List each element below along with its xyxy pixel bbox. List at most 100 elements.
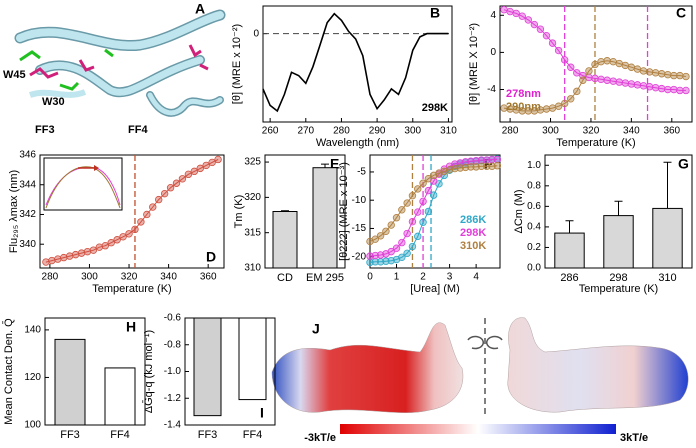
- x-tick-label: 290: [369, 126, 386, 137]
- data-point: [554, 46, 563, 55]
- data-point: [149, 203, 157, 211]
- data-point: [160, 189, 169, 198]
- data-point: [467, 157, 475, 165]
- data-point: [424, 207, 433, 216]
- data-point: [429, 177, 438, 185]
- data-point: [71, 250, 80, 259]
- y-tick-label: 0.4: [527, 222, 541, 233]
- data-point: [414, 208, 422, 216]
- data-point: [208, 158, 216, 167]
- x-tick-label: 3: [447, 272, 453, 283]
- data-point: [125, 230, 133, 238]
- data-point: [627, 80, 636, 88]
- data-point: [83, 247, 92, 256]
- data-point: [603, 57, 611, 65]
- data-point: [518, 12, 526, 20]
- residue-label: W30: [42, 96, 65, 108]
- data-point: [682, 72, 690, 81]
- data-point: [366, 237, 374, 246]
- data-line: [503, 9, 686, 91]
- data-point: [137, 218, 145, 226]
- bar: [652, 207, 683, 269]
- data-point: [456, 164, 464, 172]
- data-point: [414, 185, 422, 193]
- data-point: [392, 255, 401, 264]
- data-line: [262, 12, 449, 113]
- x-tick-label: EM 295: [306, 272, 344, 284]
- data-point: [131, 225, 139, 234]
- data-point: [621, 61, 630, 70]
- data-point: [542, 31, 551, 40]
- side-chain: [29, 44, 209, 79]
- legend-entry: 298K: [460, 227, 486, 239]
- y-tick-label: 100: [24, 420, 41, 431]
- data-point: [639, 82, 648, 90]
- y-axis-label: [θ] (MRE X 10⁻²): [468, 23, 480, 105]
- data-line: [369, 165, 498, 242]
- y-tick-label: -1.2: [164, 393, 182, 404]
- data-point: [376, 232, 385, 240]
- data-point: [398, 238, 406, 247]
- data-point: [664, 70, 672, 79]
- y-tick-label: 0: [253, 28, 259, 39]
- y-tick-label: 0.6: [527, 201, 541, 212]
- data-point: [483, 162, 491, 170]
- data-point: [419, 197, 427, 206]
- data-point: [398, 206, 406, 214]
- scale-label: 3kT/e: [620, 432, 648, 444]
- y-tick-label: 342: [19, 209, 36, 220]
- data-point: [408, 217, 417, 226]
- y-axis-label: [θ222] (MRE x 10⁻³): [338, 162, 350, 261]
- data-point: [488, 162, 496, 170]
- data-point: [554, 102, 563, 110]
- x-tick-label: 340: [623, 126, 640, 137]
- data-point: [567, 95, 575, 103]
- x-tick-label: 286: [560, 272, 578, 284]
- y-tick-label: 0.8: [527, 180, 541, 191]
- data-point: [615, 78, 623, 86]
- surface: [271, 322, 464, 413]
- loop: [29, 89, 87, 98]
- bar: [554, 232, 585, 269]
- bar: [238, 317, 267, 401]
- x-tick-label: 0: [367, 272, 373, 283]
- plot-frame: [369, 154, 501, 269]
- data-point: [512, 106, 520, 114]
- error-bar: [663, 161, 672, 209]
- data-point: [560, 99, 569, 108]
- bar: [54, 338, 86, 426]
- data-point: [512, 9, 520, 18]
- data-point: [214, 155, 222, 164]
- data-point: [603, 76, 611, 84]
- data-point: [657, 84, 666, 93]
- data-point: [461, 163, 470, 172]
- y-tick-label: 1.0: [527, 160, 541, 171]
- y-tick-label: 320: [244, 192, 261, 203]
- x-axis-label: Temperature (K): [92, 283, 171, 295]
- data-point: [682, 86, 690, 95]
- data-point: [451, 164, 459, 173]
- data-line: [503, 60, 686, 112]
- y-axis-label: Mean Contact Den. Q̄: [2, 318, 15, 425]
- x-tick-label: 2: [420, 272, 426, 283]
- y-axis-label: Flu₂₉₅ λmax (nm): [8, 170, 20, 253]
- y-tick-label: -10: [352, 195, 367, 206]
- x-tick-label: 340: [160, 272, 177, 283]
- y-tick-label: -15: [352, 223, 367, 234]
- y-axis-label: ΔCm (M): [513, 190, 525, 234]
- x-axis-label: Temperature (K): [579, 283, 658, 295]
- data-point: [500, 6, 508, 14]
- data-point: [190, 167, 199, 176]
- panel-label: J: [312, 321, 320, 337]
- data-point: [398, 253, 406, 261]
- x-tick-label: CD: [277, 272, 293, 284]
- data-point: [664, 85, 672, 94]
- error-bar: [321, 163, 329, 168]
- data-point: [524, 107, 532, 115]
- data-point: [371, 235, 380, 243]
- annotation: 298K: [422, 102, 448, 114]
- inset-curve: [45, 166, 121, 209]
- data-point: [493, 155, 502, 164]
- y-tick-label: 310: [244, 263, 261, 274]
